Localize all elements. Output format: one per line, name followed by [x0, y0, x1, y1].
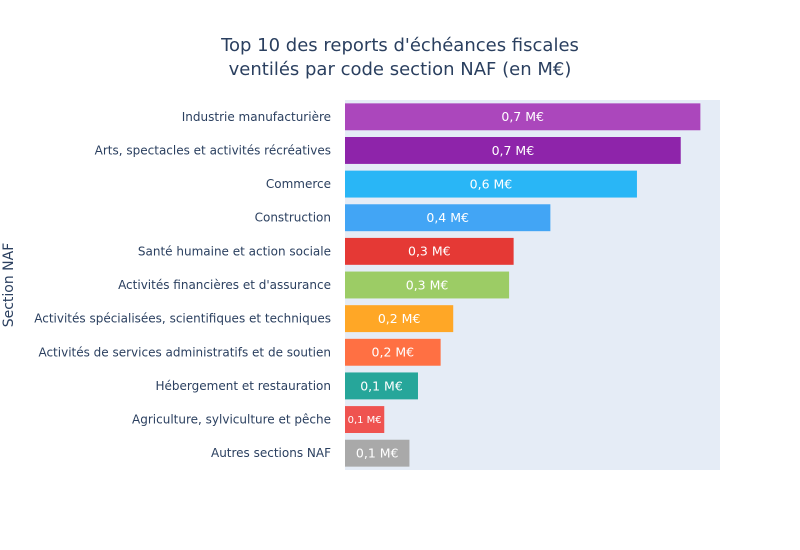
- y-tick-labels: Industrie manufacturière Arts, spectacles…: [34, 110, 331, 460]
- bar: [345, 439, 410, 467]
- bar-value-label: 0,3 M€: [406, 277, 449, 292]
- y-tick-label: Commerce: [266, 177, 331, 191]
- y-tick-label: Arts, spectacles et activités récréative…: [95, 143, 331, 157]
- y-tick-label: Autres sections NAF: [211, 446, 331, 460]
- bar-value-label: 0,4 M€: [426, 210, 469, 225]
- y-tick-label: Hébergement et restauration: [156, 379, 331, 393]
- bar: [345, 137, 681, 164]
- bar-data-labels: 0,7 M€ 0,7 M€ 0,6 M€ 0,4 M€ 0,3 M€ 0,3 M€ 0,2 …: [348, 109, 544, 460]
- y-tick-label: Activités de services administratifs et …: [38, 345, 331, 359]
- bar-value-label: 0,7 M€: [501, 109, 544, 124]
- bar: [345, 170, 637, 198]
- bar: [345, 372, 418, 400]
- bar: [345, 103, 701, 131]
- bar: [345, 237, 514, 265]
- bars-group: [345, 103, 701, 467]
- bar-value-label: 0,6 M€: [470, 176, 513, 191]
- bar: [345, 406, 385, 433]
- chart-title-line2: ventilés par code section NAF (en M€): [228, 59, 572, 80]
- chart-title-line1: Top 10 des reports d'échéances fiscales: [221, 35, 579, 56]
- bar-value-label: 0,1 M€: [348, 415, 382, 426]
- y-tick-label: Santé humaine et action sociale: [138, 244, 331, 258]
- bar-value-label: 0,2 M€: [372, 345, 415, 360]
- y-tick-label: Agriculture, sylviculture et pêche: [132, 413, 331, 427]
- bar-value-label: 0,1 M€: [360, 378, 403, 393]
- bar-value-label: 0,3 M€: [408, 244, 451, 259]
- y-tick-label: Industrie manufacturière: [182, 110, 331, 124]
- y-tick-label: Construction: [255, 211, 331, 225]
- bar-value-label: 0,1 M€: [356, 446, 399, 461]
- bar-value-label: 0,2 M€: [378, 311, 421, 326]
- chart-title: Top 10 des reports d'échéances fiscales …: [0, 34, 800, 82]
- bar: [345, 271, 510, 299]
- y-tick-label: Activités financières et d'assurance: [118, 278, 331, 292]
- bar: [345, 204, 551, 232]
- bar-value-label: 0,7 M€: [492, 143, 535, 158]
- bar: [345, 338, 441, 366]
- bar: [345, 305, 454, 333]
- y-tick-label: Activités spécialisées, scientifiques et…: [34, 312, 331, 326]
